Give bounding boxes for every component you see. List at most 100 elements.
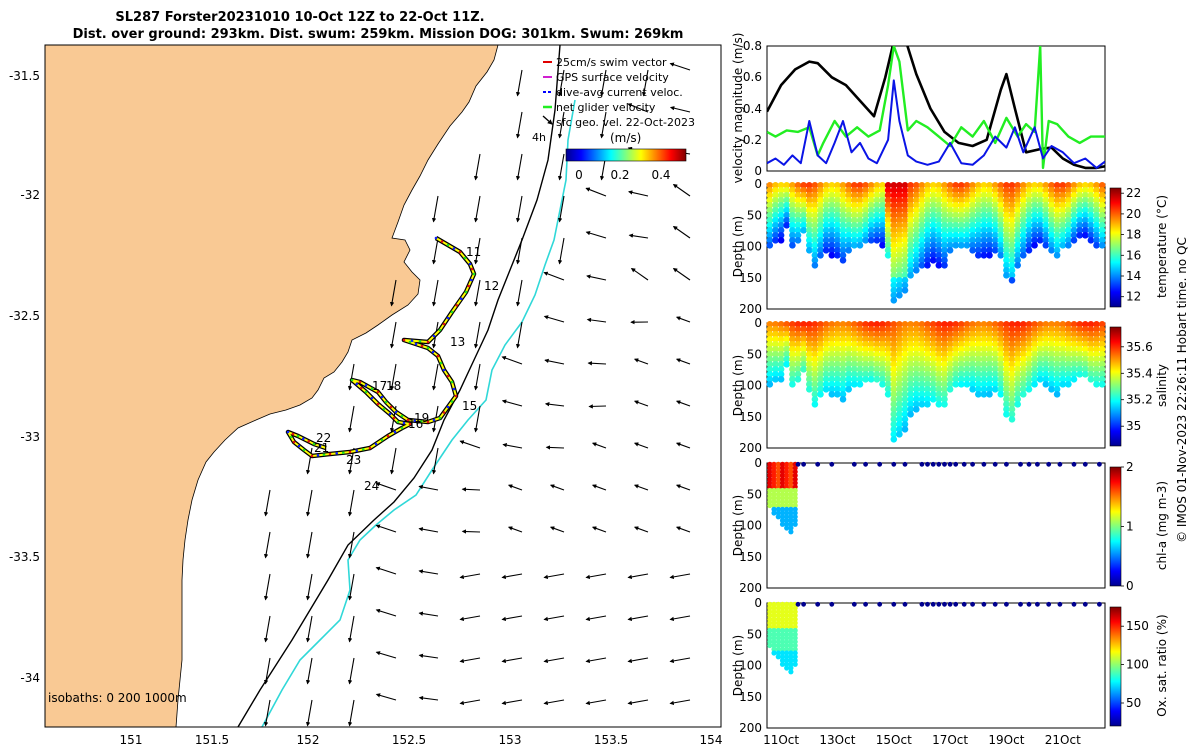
salinity-sample-258 (873, 356, 881, 363)
salinity-sample-805 (1070, 346, 1078, 353)
velocity-vector-115 (585, 615, 607, 622)
temperature-sample-192 (845, 207, 852, 214)
salinity-sample-517 (958, 366, 965, 373)
oxygen-sample-35 (775, 635, 781, 641)
temperature-sample-84 (806, 197, 813, 204)
salinity-sample-772 (1053, 386, 1061, 393)
chl-ytick-4: 200 (739, 581, 762, 595)
salinity-sample-177 (839, 351, 847, 358)
salinity-sample-609 (997, 331, 1005, 338)
temperature-sample-518 (958, 232, 965, 239)
chl-sample-78 (788, 469, 794, 475)
salinity-sample-713 (1031, 351, 1038, 358)
salinity-sample-695 (1025, 331, 1033, 338)
salinity-sample-547 (969, 386, 976, 393)
temperature-sample-223 (856, 227, 864, 234)
chl-sample-4 (767, 476, 773, 482)
salinity-sample-233 (862, 351, 869, 358)
velocity-vector-47 (389, 363, 397, 391)
temperature-sample-826 (1082, 197, 1089, 204)
temperature-sample-783 (1059, 227, 1067, 234)
salinity-sample-604 (991, 376, 999, 383)
temperature-sample-635 (1003, 247, 1010, 254)
chl-sample-10 (767, 499, 773, 505)
temperature-sample-179 (839, 222, 847, 229)
temperature-sample-640 (1003, 272, 1010, 279)
salinity-sample-585 (986, 356, 993, 363)
salinity-sample-114 (817, 331, 824, 338)
salinity-sample-611 (997, 341, 1005, 348)
salinity-sample-22 (772, 366, 779, 373)
temperature-sample-345 (901, 217, 909, 224)
salinity-sample-300 (890, 366, 898, 373)
oxygen-sample-70 (784, 646, 790, 652)
map-frame (44, 44, 722, 728)
chl-sample-70 (784, 506, 790, 512)
salinity-ylabel: Depth (m) (731, 355, 745, 416)
track-marker-31 (446, 374, 450, 378)
temperature-sample-311 (890, 282, 898, 289)
chl-sample-40 (775, 514, 781, 520)
salinity-sample-169 (834, 386, 841, 393)
temperature-sample-748 (1048, 197, 1055, 204)
chl-sample-85 (788, 495, 794, 501)
temperature-sample-765 (1053, 212, 1061, 219)
temperature-sample-167 (834, 237, 841, 244)
salinity-sample-546 (969, 381, 976, 388)
chl-surface-sample-112 (795, 461, 801, 467)
oxygen-sample-18 (771, 624, 777, 630)
salinity-sample-696 (1025, 336, 1033, 343)
temperature-sample-405 (918, 222, 926, 229)
temperature-sample-422 (924, 222, 931, 229)
temperature-sample-314 (890, 297, 898, 304)
temperature-sample-567 (980, 202, 988, 209)
temperature-sample-759 (1053, 182, 1061, 189)
oxygen-surface-sample-120 (902, 601, 908, 607)
temperature-sample-634 (1003, 242, 1010, 249)
chl-sample-97 (792, 469, 798, 475)
salinity-sample-788 (1065, 326, 1072, 333)
temperature-sample-91 (806, 232, 813, 239)
salinity-sample-81 (806, 321, 813, 328)
chl-sample-9 (767, 495, 773, 501)
temperature-sample-368 (907, 222, 914, 229)
temperature-sample-239 (867, 182, 875, 189)
oxygen-sample-32 (775, 624, 781, 630)
salinity-cbtick-3: 35.6 (1126, 340, 1153, 354)
temperature-sample-92 (806, 237, 813, 244)
salinity-sample-167 (834, 376, 841, 383)
salinity-sample-353 (901, 396, 909, 403)
lat-tick-33-5: -33.5 (9, 550, 40, 564)
salinity-sample-191 (845, 341, 852, 348)
salinity-sample-54 (789, 361, 796, 368)
salinity-sample-92 (806, 376, 813, 383)
salinity-sample-575 (980, 381, 988, 388)
salinity-sample-682 (1020, 341, 1027, 348)
oxygen-sample-56 (779, 657, 786, 664)
temperature-sample-459 (935, 242, 943, 249)
salinity-sample-721 (1036, 326, 1044, 333)
temperature-sample-399 (918, 192, 926, 199)
temperature-sample-702 (1025, 227, 1033, 234)
salinity-sample-282 (884, 351, 892, 358)
temperature-sample-199 (845, 242, 852, 249)
chl-sample-33 (775, 487, 781, 494)
temperature-sample-676 (1014, 257, 1021, 264)
chl-sample-105 (792, 499, 798, 505)
track-marker-58 (376, 402, 380, 406)
track-marker-84 (286, 430, 290, 434)
salinity-sample-45 (783, 361, 790, 368)
salinity-sample-740 (1042, 361, 1050, 368)
temperature-sample-248 (867, 227, 875, 234)
salinity-sample-283 (884, 356, 892, 363)
oxygen-surface-sample-118 (877, 601, 883, 607)
chl-sample-79 (788, 472, 794, 479)
salinity-sample-402 (918, 346, 926, 353)
salinity-sample-699 (1025, 351, 1033, 358)
salinity-sample-215 (856, 326, 864, 333)
salinity-sample-43 (783, 351, 790, 358)
velocity-vector-62 (633, 400, 649, 407)
temperature-sample-471 (941, 217, 948, 224)
oxygen-surface-sample-115 (829, 601, 835, 607)
temperature-sample-822 (1076, 232, 1083, 239)
